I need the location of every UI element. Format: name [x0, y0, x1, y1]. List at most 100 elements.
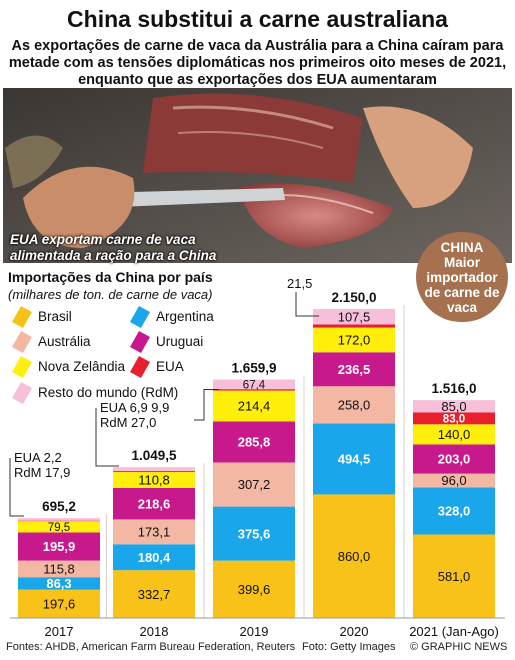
bar-label-brasil: 860,0: [338, 549, 371, 564]
bar-label-resto: 107,5: [338, 309, 371, 324]
bar-label-argentina: 180,4: [138, 550, 171, 565]
bar-segment-argentina: [313, 423, 395, 495]
bar-segment-brasil: [313, 494, 395, 618]
legend-swatch-nova_zelandia: [12, 356, 32, 378]
x-tick-label: 2020: [340, 624, 369, 639]
bar-segment-eua: [413, 412, 495, 425]
page-subtitle: As exportações de carne de vaca da Austr…: [8, 38, 507, 88]
bar-label-resto: 67,4: [243, 379, 266, 391]
footer-copyright: © GRAPHIC NEWS: [410, 641, 508, 653]
bar-segment-uruguai: [413, 444, 495, 474]
bar-total: 695,2: [42, 499, 76, 514]
x-tick-label: 2019: [240, 624, 269, 639]
bar-label-uruguai: 236,5: [338, 362, 371, 377]
bar-label-australia: 258,0: [338, 398, 371, 413]
page-title: China substitui a carne australiana: [67, 6, 448, 32]
bar-label-eua: 83,0: [443, 413, 465, 425]
beef-photo: [3, 88, 512, 263]
bar-segment-australia: [213, 462, 295, 507]
bar-segment-australia: [18, 560, 100, 578]
bar-segment-resto: [313, 309, 395, 325]
bar-segment-uruguai: [18, 532, 100, 561]
bar-segment-uruguai: [313, 352, 395, 387]
annotation-leader: [9, 458, 24, 517]
footer-photo-credit: Foto: Getty Images: [302, 641, 396, 653]
bar-segment-australia: [413, 473, 495, 488]
bar-segment-nova_zelandia: [213, 390, 295, 422]
bar-label-uruguai: 285,8: [238, 435, 271, 450]
bar-label-nova_zelandia: 172,0: [338, 333, 371, 348]
small-value-annotation: RdM 27,0: [100, 415, 156, 430]
legend-label-australia: Austrália: [38, 334, 91, 349]
bar-label-australia: 96,0: [441, 473, 466, 488]
bar-total: 2.150,0: [331, 290, 376, 305]
annotation-leader: [194, 388, 219, 421]
bar-total: 1.659,9: [231, 360, 276, 375]
legend-swatch-eua: [130, 356, 150, 378]
bar-label-nova_zelandia: 214,4: [238, 399, 271, 414]
callout-line: Maior: [443, 254, 480, 270]
callout-line: vaca: [446, 299, 478, 315]
bar-label-brasil: 332,7: [138, 587, 171, 602]
bar-label-uruguai: 203,0: [438, 452, 471, 467]
bar-segment-nova_zelandia: [313, 327, 395, 353]
bar-label-brasil: 581,0: [438, 569, 471, 584]
legend-swatch-uruguai: [130, 331, 150, 353]
bar-label-argentina: 375,6: [238, 526, 271, 541]
bar-segment-nova_zelandia: [18, 520, 100, 533]
legend-label-eua: EUA: [156, 359, 184, 374]
chart-subtitle: (milhares de ton. de carne de vaca): [8, 287, 213, 302]
bar-segment-brasil: [413, 534, 495, 618]
x-tick-label: 2021 (Jan-Ago): [409, 624, 499, 639]
bar-label-nova_zelandia: 140,0: [438, 427, 471, 442]
bar-label-uruguai: 218,6: [138, 496, 171, 511]
photo-caption: EUA exportam carne de vaca alimentada a …: [10, 232, 216, 264]
annotation-leader: [95, 408, 119, 467]
bar-segment-argentina: [413, 487, 495, 535]
x-tick-label: 2017: [45, 624, 74, 639]
legend-label-uruguai: Uruguai: [156, 334, 203, 349]
callout-line: importador: [426, 269, 498, 285]
bar-segment-uruguai: [113, 487, 195, 520]
chart-title: Importações da China por país: [8, 269, 213, 285]
callout-line: de carne de: [424, 284, 500, 300]
bar-segment-eua: [113, 471, 195, 473]
bar-label-brasil: 197,6: [43, 596, 76, 611]
bar-label-argentina: 328,0: [438, 504, 471, 519]
bar-segment-argentina: [113, 544, 195, 571]
legend-swatch-brasil: [12, 306, 32, 328]
bar-label-uruguai: 195,9: [43, 539, 76, 554]
bar-label-brasil: 399,6: [238, 582, 271, 597]
legend-swatch-australia: [12, 331, 32, 353]
bar-segment-argentina: [18, 577, 100, 590]
beef-photo-illustration: [3, 88, 512, 263]
bar-segment-brasil: [113, 570, 195, 618]
bar-segment-resto: [18, 518, 100, 521]
bar-label-australia: 173,1: [138, 525, 171, 540]
photo-caption-line1: EUA exportam carne de vaca: [10, 232, 196, 247]
bar-segment-brasil: [213, 560, 295, 618]
bar-total: 1.049,5: [131, 448, 177, 463]
annotation-leader: [295, 292, 319, 317]
bar-segment-australia: [113, 519, 195, 545]
bar-segment-nova_zelandia: [113, 472, 195, 488]
bar-segment-resto: [213, 379, 295, 390]
legend-swatch-argentina: [130, 306, 150, 328]
legend-swatch-resto: [12, 382, 32, 404]
legend-label-argentina: Argentina: [156, 309, 214, 324]
small-value-annotation: RdM 17,9: [14, 465, 70, 480]
bar-segment-brasil: [18, 589, 100, 618]
bar-total: 1.516,0: [431, 381, 476, 396]
small-value-annotation: EUA 2,2: [14, 450, 62, 465]
bar-segment-australia: [313, 386, 395, 424]
photo-caption-line2: alimentada a ração para a China: [10, 248, 217, 263]
x-tick-label: 2018: [140, 624, 169, 639]
bar-label-nova_zelandia: 79,5: [48, 522, 70, 534]
bar-label-australia: 307,2: [238, 477, 271, 492]
bar-segment-nova_zelandia: [413, 424, 495, 445]
small-value-annotation: 21,5: [287, 276, 312, 291]
bar-label-argentina: 494,5: [338, 452, 371, 467]
bar-segment-argentina: [213, 506, 295, 561]
bar-segment-resto: [413, 400, 495, 413]
